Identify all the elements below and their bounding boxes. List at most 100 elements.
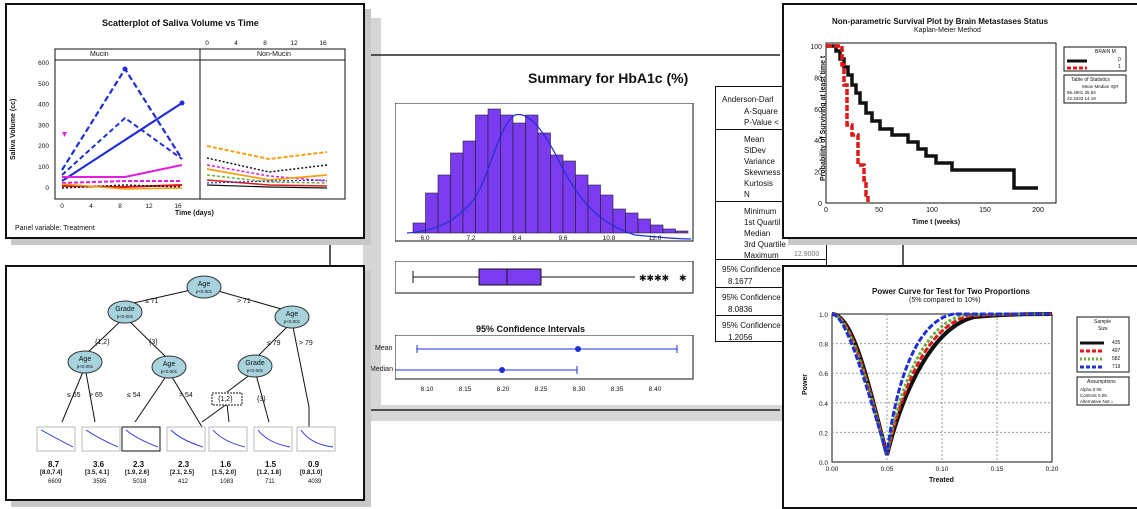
power-xlabel: Treated: [929, 477, 954, 484]
power-panel: Power Curve for Test for Two Proportions…: [782, 265, 1137, 509]
tree-leaf-value: 8.7: [48, 460, 60, 469]
survival-legend-item-0: 0: [1118, 57, 1121, 63]
survival-x-tick: 200: [1032, 207, 1044, 214]
tree-edge-label: > 79: [299, 340, 313, 347]
stats-value: 9.1000: [794, 240, 816, 247]
tree-leaf-plot: [121, 426, 161, 452]
tree-node-label: Age: [286, 311, 299, 318]
stats-line: 95% Confidence: [722, 293, 781, 302]
tree-leaf-n: 711: [265, 479, 275, 485]
histogram-bar: [487, 108, 501, 234]
tree-leaf-ci: [0.8,1.0]: [300, 470, 323, 476]
survival-subtitle: Kaplan-Meier Method: [914, 27, 981, 34]
tree-leaf-value: 1.6: [220, 460, 232, 469]
scatter-top-x-tick: 4: [234, 40, 238, 47]
tree-node: [274, 305, 310, 329]
svg-text:✱✱✱✱: ✱✱✱✱: [639, 273, 669, 283]
ci-x-tick: 8.35: [611, 386, 624, 393]
ci-plot: 8.10 8.15 8.20 8.25 8.30 8.35 8.40: [395, 335, 694, 393]
scatter-top-x-tick: 8: [263, 40, 267, 47]
power-y-tick: 1.0: [819, 312, 828, 319]
stats-line: N: [744, 190, 750, 199]
tree-node-label: Age: [163, 361, 176, 368]
histogram: 6.0 7.2 8.4 9.6 10.8 12.0: [395, 103, 694, 242]
power-y-tick: 0.8: [819, 342, 828, 349]
tree-leaf-value: 1.5: [265, 460, 277, 469]
power-legend-item-1: 497: [1112, 348, 1121, 354]
survival-x-tick: 150: [979, 207, 991, 214]
scatter-y-tick: 0: [45, 185, 49, 192]
stats-line: Skewness: [744, 168, 781, 177]
tree-edge-label: > 54: [179, 392, 193, 399]
power-y-tick: 0.2: [819, 430, 828, 437]
summary-title: Summary for HbA1c (%): [528, 70, 689, 86]
tree-leaf-n: 5018: [133, 479, 147, 485]
histogram-bar: [587, 184, 601, 234]
histogram-x-tick: 10.8: [603, 235, 616, 242]
scatter-y-tick: 300: [38, 122, 49, 129]
tree-node-label: Grade: [115, 306, 135, 313]
tree-node: [107, 300, 143, 324]
scatter-y-ticks: 600 500 400 300 200 100 0: [38, 60, 49, 192]
power-subtitle: (5% compared to 10%): [909, 297, 981, 304]
scatter-y-tick: 400: [38, 102, 49, 109]
histogram-x-tick: 6.0: [420, 235, 429, 242]
histogram-bar: [662, 228, 676, 234]
scatter-x-tick: 8: [118, 203, 122, 210]
tree-node-p: p<0.001: [77, 364, 94, 369]
histogram-bar: [462, 140, 476, 234]
power-plot: 1.0 0.8 0.6 0.4 0.2 0.00.00 0.05 0.10 0.15 0.20: [819, 312, 1130, 473]
tree-edge-label: ≤ 79: [267, 340, 281, 347]
scatter-top-x-tick: 12: [290, 40, 298, 47]
power-ylabel: Power: [802, 373, 809, 395]
scatter-y-tick: 500: [38, 81, 49, 88]
stats-line: 95% Confidence: [722, 321, 781, 330]
tree-leaf-ci: [3.5, 4.1]: [85, 470, 110, 476]
survival-y-tick: 40: [814, 138, 822, 145]
stats-line: 3rd Quartile: [744, 240, 786, 249]
histogram-x-tick: 12.0: [649, 235, 662, 242]
stats-line: Kurtosis: [744, 179, 773, 188]
stats-line: 8.1677: [728, 277, 753, 286]
ci-title: 95% Confidence Intervals: [476, 324, 586, 334]
power-assumptions-title: Assumptions: [1087, 379, 1116, 385]
histogram-bar: [550, 154, 564, 234]
power-legend-item-3: 719: [1112, 364, 1121, 370]
tree-leaf-ci: [2.1, 2.5]: [170, 470, 195, 476]
tree-leaf-value: 2.3: [178, 460, 190, 469]
survival-y-tick: 0: [818, 201, 822, 208]
survival-table-row-0: 66.4901 35 84: [1067, 90, 1096, 95]
power-x-tick: 0.10: [936, 466, 949, 473]
scatter-x-tick: 16: [174, 203, 182, 210]
survival-y-tick: 80: [814, 75, 822, 82]
survival-table-row-1: 22.3333 14 19: [1067, 96, 1096, 101]
scatter-plot-area: 600 500 400 300 200 100 0 0 4 8 12 16 0 4 8 12 16: [38, 40, 346, 210]
tree-leaf-value: 0.9: [308, 460, 320, 469]
normal-fit-curve: [406, 114, 692, 240]
survival-legend-item-1: 1: [1118, 64, 1121, 70]
power-title: Power Curve for Test for Two Proportions: [872, 287, 1030, 296]
histogram-bar: [525, 114, 539, 234]
power-assumption-2: Alternative Not =: [1080, 399, 1114, 404]
tree-edge-label: > 71: [237, 298, 251, 305]
svg-text:✱: ✱: [679, 273, 687, 283]
power-y-tick: 0.6: [819, 371, 828, 378]
ci-mean-label: Mean: [375, 345, 393, 352]
power-y-tick: 0.4: [819, 401, 828, 408]
tree-edge-label: {3}: [149, 339, 158, 346]
tree-leaf-n: 6609: [48, 479, 62, 485]
histogram-bar: [512, 122, 526, 234]
scatter-x-tick: 0: [60, 203, 64, 210]
power-x-tick: 0.20: [1046, 466, 1059, 473]
ci-x-tick: 8.15: [459, 386, 472, 393]
tree-node: [151, 355, 187, 379]
summary-report: Summary for HbA1c (%) 6.0 7.2 8.4 9.6 10.8 12…: [370, 58, 835, 418]
scatter-x-tick: 4: [89, 203, 93, 210]
scatter-y-tick: 600: [38, 60, 49, 67]
power-assumption-1: Controls 0.05: [1080, 393, 1107, 398]
histogram-x-tick: 7.2: [466, 235, 475, 242]
stats-line: 95% Confidence: [722, 265, 781, 274]
